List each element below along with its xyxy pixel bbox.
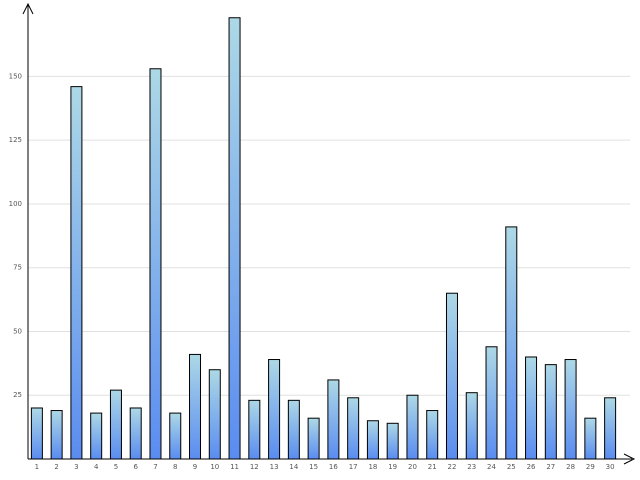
x-tick-label: 1 [35,463,39,471]
x-tick-label: 23 [467,463,476,471]
bar [268,359,281,460]
y-tick-label: 50 [13,327,22,335]
bar [564,359,577,460]
x-tick-label: 8 [173,463,177,471]
bar [189,353,202,460]
x-axis-arrow [623,453,636,465]
x-tick-label: 11 [230,463,239,471]
x-tick-label: 7 [153,463,157,471]
x-tick-label: 14 [289,463,298,471]
bar [169,412,182,460]
bar [228,17,241,460]
x-tick-label: 24 [487,463,496,471]
bar [109,389,122,460]
bar [505,226,518,460]
x-tick-label: 15 [309,463,318,471]
bar [30,407,43,460]
y-tick-label: 25 [13,391,22,399]
bar [307,417,320,460]
x-tick-label: 10 [210,463,219,471]
x-tick-label: 6 [133,463,138,471]
bar [426,410,439,460]
bar [406,394,419,460]
x-tick-label: 5 [114,463,118,471]
x-tick-label: 2 [54,463,58,471]
bar [604,397,617,460]
bar [70,86,83,460]
y-tick-label: 75 [13,264,22,272]
bar [90,412,103,460]
bar [485,346,498,460]
y-axis-arrow [22,2,34,15]
x-tick-label: 3 [74,463,78,471]
bar [208,369,221,460]
x-tick-label: 17 [349,463,358,471]
bar [149,68,162,460]
x-tick-label: 20 [408,463,417,471]
bar [386,422,399,460]
bar [465,392,478,460]
bar [347,397,360,460]
bar [544,364,557,460]
x-tick-label: 22 [448,463,457,471]
x-tick-label: 28 [566,463,575,471]
y-tick-label: 100 [9,200,22,208]
bar [327,379,340,460]
x-tick-label: 13 [270,463,279,471]
bar [584,417,597,460]
y-tick-label: 125 [9,136,22,144]
x-tick-label: 16 [329,463,338,471]
bar [129,407,142,460]
bar [50,410,63,460]
x-tick-label: 25 [507,463,516,471]
x-tick-label: 18 [368,463,377,471]
bar [248,399,261,460]
x-tick-label: 30 [606,463,615,471]
y-tick-label: 150 [9,72,22,80]
bar [366,420,379,460]
x-tick-label: 19 [388,463,397,471]
x-tick-label: 12 [250,463,259,471]
x-tick-label: 9 [193,463,197,471]
x-tick-label: 21 [428,463,437,471]
bar [525,356,538,460]
bar [445,292,458,460]
x-tick-label: 26 [527,463,536,471]
x-tick-label: 4 [94,463,99,471]
x-tick-label: 29 [586,463,595,471]
x-tick-label: 27 [546,463,555,471]
bar [287,399,300,460]
